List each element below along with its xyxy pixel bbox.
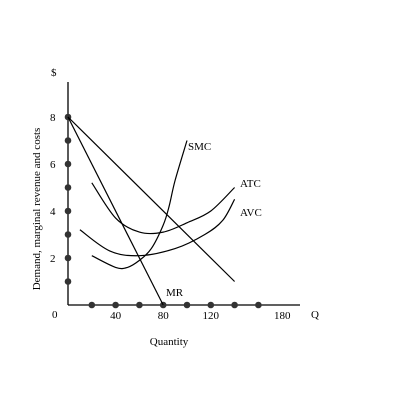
- atc-label: ATC: [240, 178, 261, 190]
- x-tick-label-120: 120: [203, 310, 220, 322]
- avc-label: AVC: [240, 207, 262, 219]
- x-axis-dot-160: [255, 301, 262, 309]
- x-tick-label-180: 180: [274, 310, 291, 322]
- x-axis-dot-100: [183, 301, 191, 309]
- y-axis-label: Demand, marginal revenue and costs: [31, 128, 43, 291]
- smc-label: SMC: [188, 141, 211, 153]
- x-axis-dot-60: [136, 301, 143, 309]
- smc-curve: [91, 140, 188, 270]
- y-axis-dot-5: [64, 184, 72, 191]
- y-axis-dot-4: [64, 207, 72, 215]
- x-tick-label-80: 80: [158, 310, 170, 322]
- curve-labels: SMC ATC AVC MR: [166, 141, 262, 299]
- mr-curve: [67, 116, 164, 306]
- y-tick-labels: 2 4 6 8: [50, 112, 56, 265]
- x-axis-symbol: Q: [311, 309, 319, 321]
- x-axis-label: Quantity: [150, 336, 189, 348]
- y-axis-dot-2: [64, 254, 72, 262]
- y-axis-dot-6: [64, 160, 72, 168]
- x-axis-dot-140: [231, 301, 238, 309]
- y-axis-symbol: $: [51, 67, 57, 79]
- y-axis-dot-1: [64, 278, 72, 285]
- origin-label: 0: [52, 309, 58, 321]
- x-tick-dots: [88, 301, 262, 309]
- y-axis-dot-7: [64, 137, 72, 144]
- x-axis-dot-120: [207, 301, 215, 309]
- atc-curve: [91, 182, 236, 235]
- x-axis-dot-20: [88, 301, 96, 309]
- demand-curve: [67, 116, 236, 282]
- avc-curve: [79, 199, 236, 257]
- x-tick-labels: 40 80 120 180: [110, 310, 291, 322]
- x-tick-label-40: 40: [110, 310, 122, 322]
- axes: [67, 82, 300, 306]
- y-axis-dot-3: [64, 231, 72, 238]
- y-tick-label-2: 2: [50, 253, 56, 265]
- curves: [67, 116, 236, 306]
- y-tick-label-8: 8: [50, 112, 56, 124]
- x-axis-dot-40: [112, 301, 119, 309]
- mr-label: MR: [166, 287, 184, 299]
- y-tick-label-4: 4: [50, 206, 56, 218]
- y-tick-label-6: 6: [50, 159, 56, 171]
